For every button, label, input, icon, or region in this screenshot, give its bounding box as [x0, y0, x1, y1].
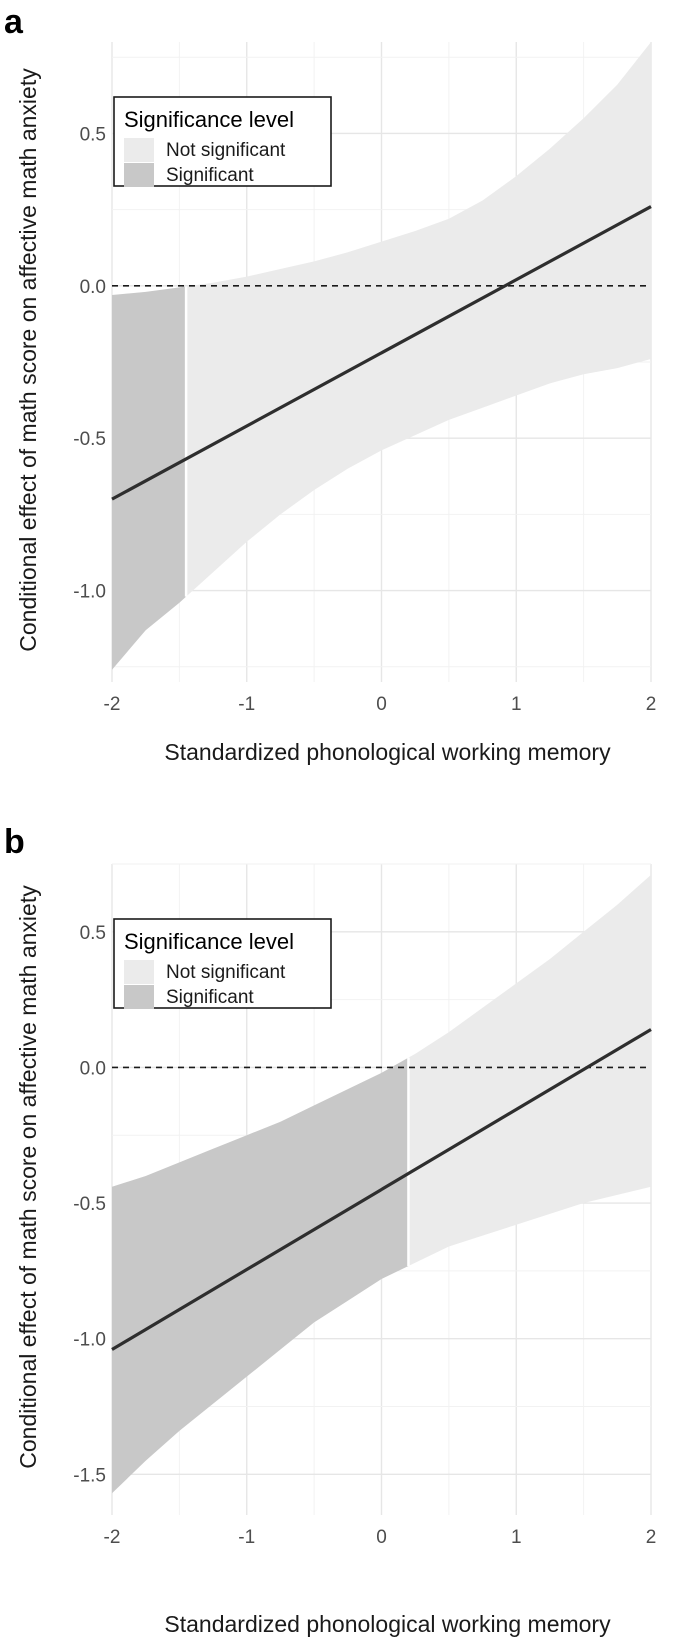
band-not-significant — [186, 42, 652, 597]
legend: Significance level Not significant Signifi… — [113, 918, 332, 1009]
x-tick-label: -1 — [238, 1527, 255, 1548]
x-tick-label: 1 — [511, 1527, 522, 1548]
legend-swatch — [124, 138, 154, 162]
legend-item-label: Significant — [166, 987, 254, 1008]
y-tick-label: -0.5 — [73, 1194, 106, 1215]
chart-panel-a: a -2 -1 0 1 2 -1.0 -0.5 0.0 0.5 Standardized phono… — [4, 3, 656, 765]
effect-line — [111, 205, 652, 501]
y-tick-label: -1.0 — [73, 582, 106, 603]
y-axis-title: Conditional effect of math score on affe… — [15, 68, 41, 652]
band-not-significant — [408, 874, 651, 1266]
x-tick-label: 2 — [646, 1527, 657, 1548]
legend: Significance level Not significant Signifi… — [113, 96, 332, 187]
panel-label: b — [4, 823, 25, 861]
y-tick-label: 0.0 — [80, 277, 106, 298]
legend-item-label: Significant — [166, 165, 254, 186]
legend-swatch — [124, 163, 154, 187]
band-significant — [112, 1057, 409, 1494]
x-tick-label: -2 — [104, 694, 121, 715]
x-tick-label: -1 — [238, 694, 255, 715]
chart-panel-b: b -2 -1 0 1 2 -1.5 -1.0 -0.5 0.0 0.5 Standardized p… — [4, 823, 656, 1637]
legend-item-label: Not significant — [166, 962, 286, 983]
y-tick-label: -1.0 — [73, 1330, 106, 1351]
y-tick-label: 0.5 — [80, 923, 106, 944]
legend-swatch — [124, 985, 154, 1009]
x-tick-label: 0 — [376, 694, 387, 715]
legend-title: Significance level — [124, 929, 294, 954]
legend-title: Significance level — [124, 107, 294, 132]
x-tick-label: 2 — [646, 694, 657, 715]
legend-swatch — [124, 960, 154, 984]
y-axis-title: Conditional effect of math score on affe… — [15, 885, 41, 1469]
y-tick-label: -0.5 — [73, 429, 106, 450]
x-tick-label: 0 — [376, 1527, 387, 1548]
y-tick-label: 0.5 — [80, 124, 106, 145]
y-tick-label: -1.5 — [73, 1465, 106, 1486]
effect-line — [111, 1028, 652, 1351]
x-tick-label: -2 — [104, 1527, 121, 1548]
x-tick-label: 1 — [511, 694, 522, 715]
x-axis-title: Standardized phonological working memory — [164, 1611, 611, 1637]
panel-label: a — [4, 3, 24, 41]
x-axis-title: Standardized phonological working memory — [164, 739, 611, 765]
legend-item-label: Not significant — [166, 140, 286, 161]
y-tick-label: 0.0 — [80, 1058, 106, 1079]
